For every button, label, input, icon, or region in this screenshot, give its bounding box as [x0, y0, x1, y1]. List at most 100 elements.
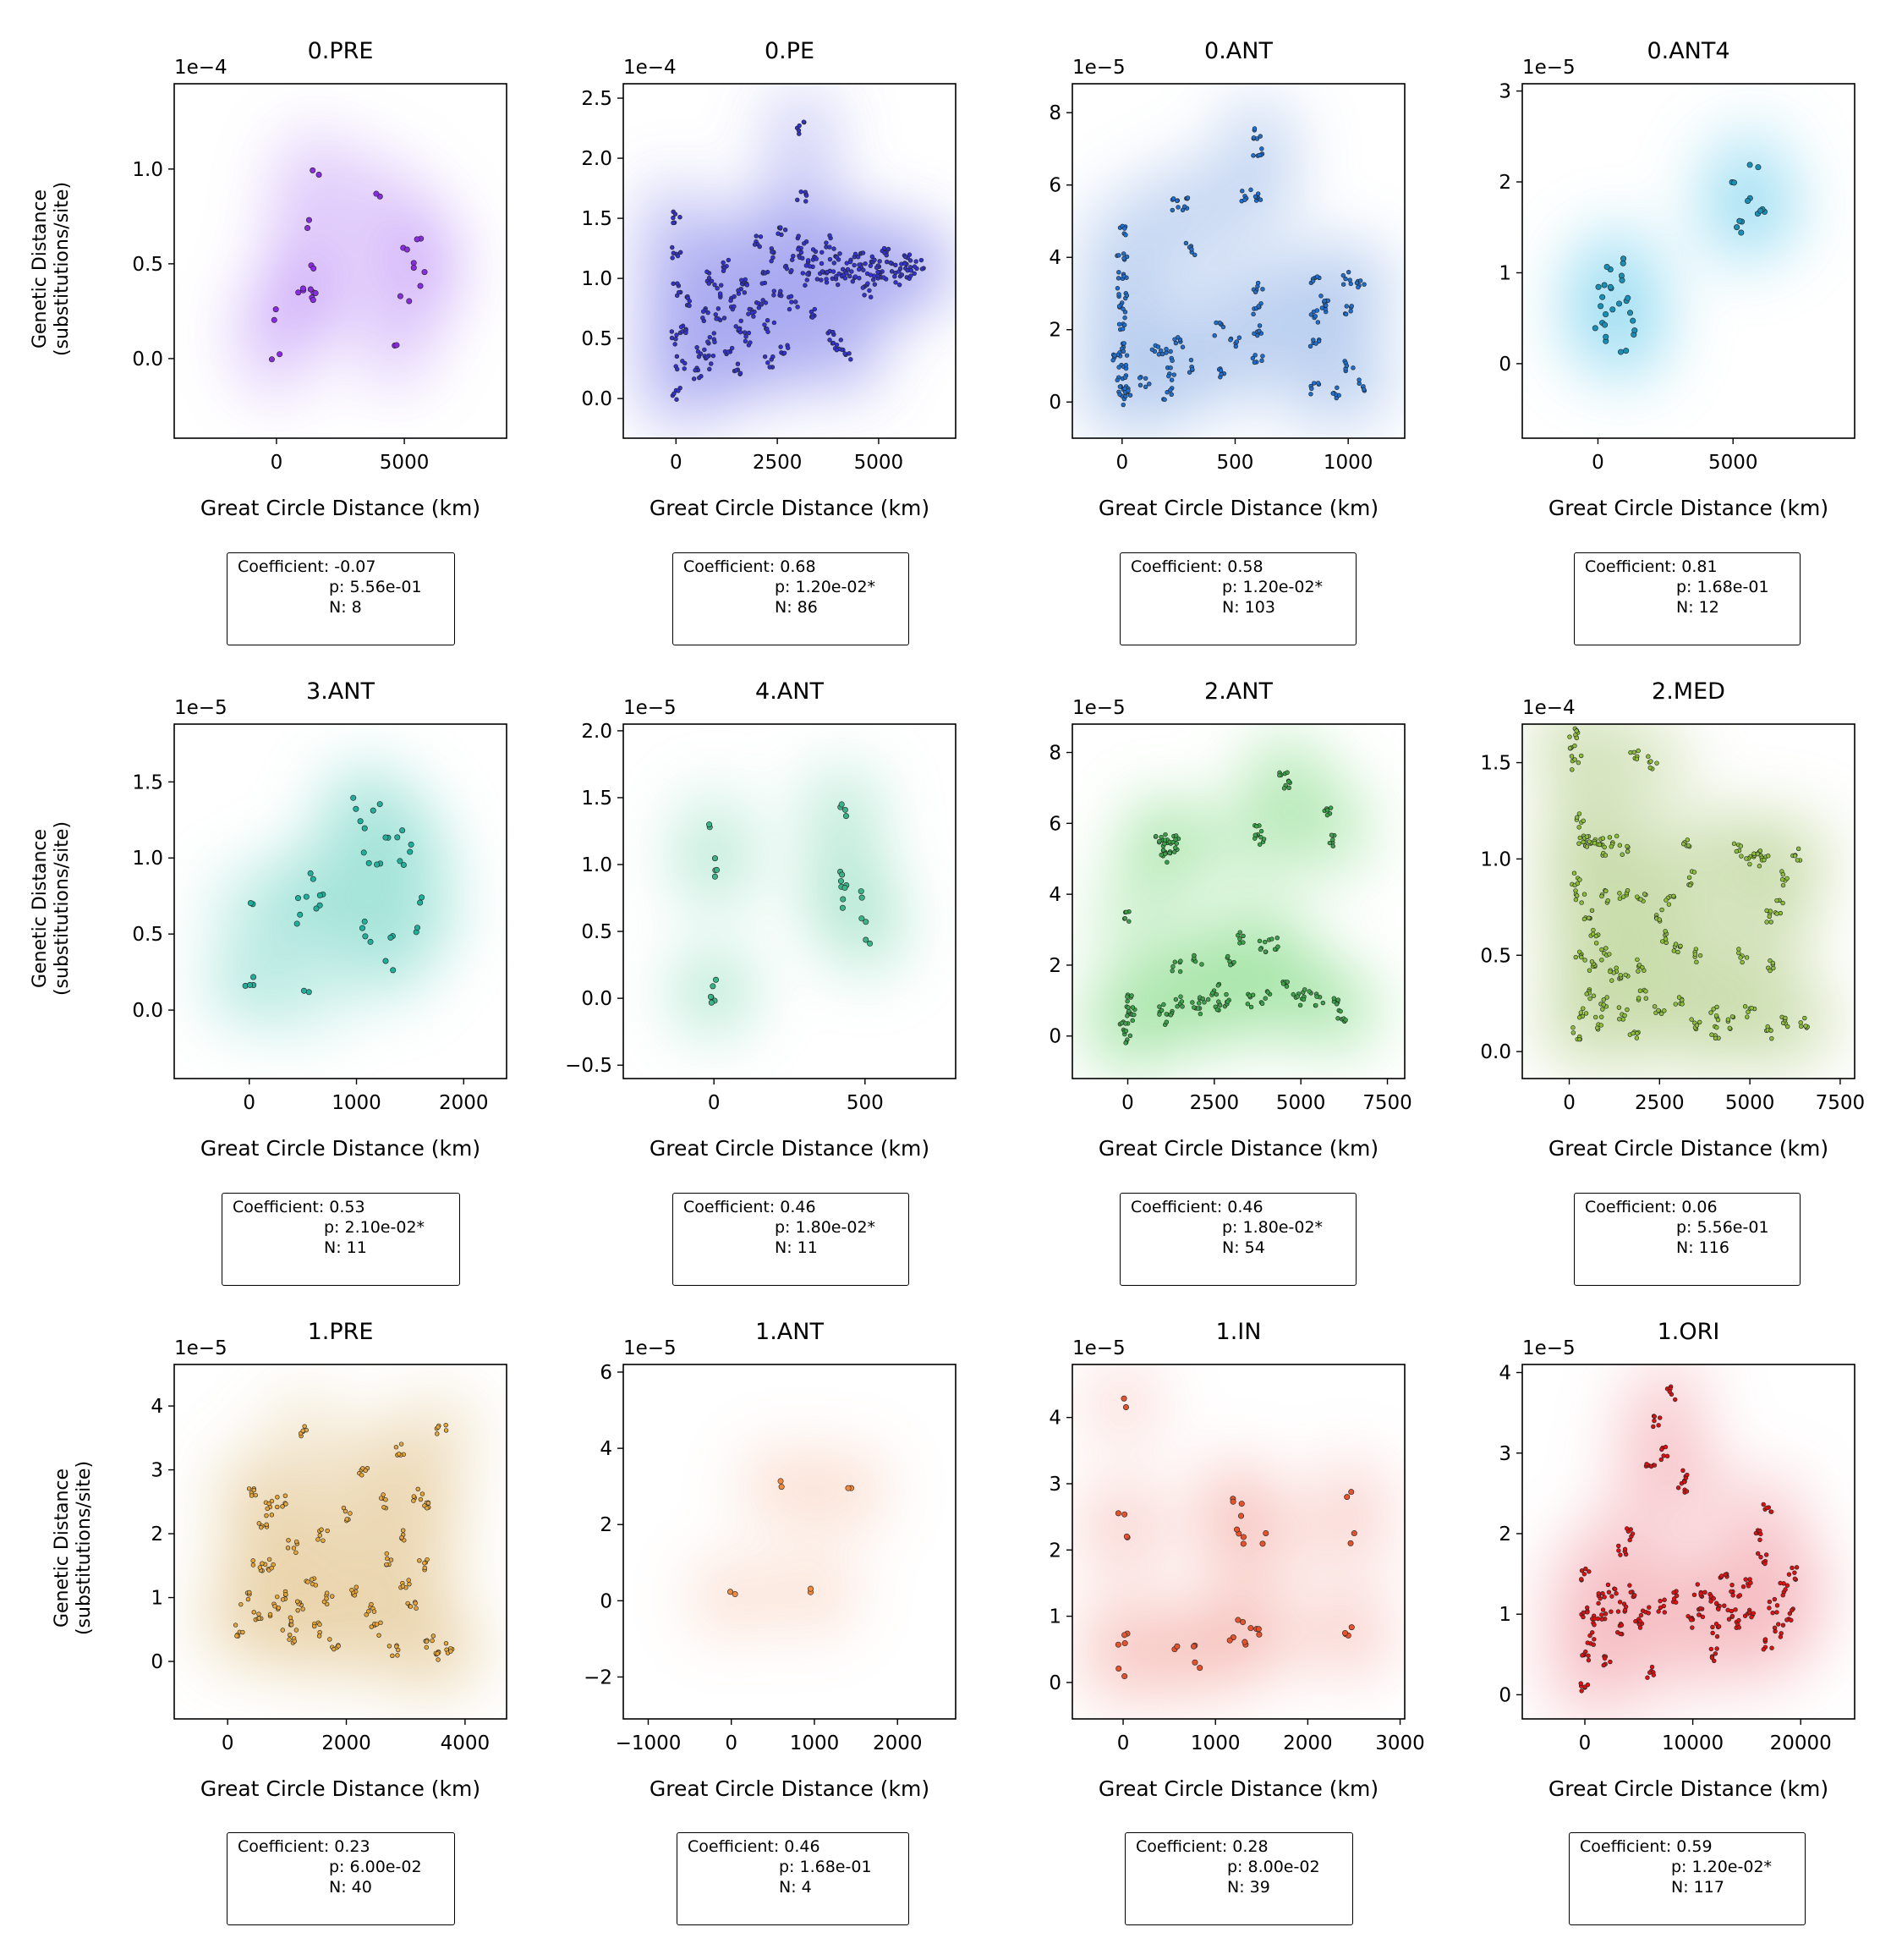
data-point	[1117, 392, 1122, 397]
data-point	[1746, 1009, 1751, 1014]
data-point	[700, 316, 705, 321]
data-point	[1178, 958, 1183, 964]
subplot-title: 2.ANT	[1204, 678, 1273, 705]
data-point	[1599, 893, 1604, 899]
data-point	[1225, 953, 1231, 959]
data-point	[1176, 205, 1181, 210]
data-point	[1116, 270, 1121, 275]
data-point	[305, 1579, 310, 1584]
subplot-title: 0.PE	[765, 38, 814, 64]
data-point	[1774, 898, 1779, 903]
data-point	[805, 272, 810, 277]
data-point	[1121, 349, 1126, 354]
x-tick-label: 5000	[380, 452, 430, 474]
stat-p: p: 2.10e-02*	[324, 1218, 425, 1237]
data-point	[796, 128, 802, 133]
data-point	[1675, 1485, 1681, 1491]
data-point	[1676, 995, 1682, 1000]
data-point	[1744, 955, 1750, 960]
x-tick-label: 0	[1117, 1732, 1130, 1754]
data-point	[250, 1562, 256, 1567]
data-point	[827, 338, 832, 343]
data-point	[913, 259, 918, 264]
stat-n: N: 40	[329, 1878, 372, 1897]
data-point	[1580, 1653, 1585, 1658]
x-axis-label: Great Circle Distance (km)	[200, 496, 480, 520]
subplot-5: 0 1000 2000 0.0 0.5 1.0 1.5 1e−5 3.ANT Great Circ…	[132, 678, 507, 1161]
data-point	[376, 801, 383, 808]
data-point	[1237, 936, 1242, 942]
data-point	[1674, 1593, 1680, 1599]
data-point	[708, 999, 715, 1006]
data-point	[1784, 876, 1790, 881]
data-point	[1348, 309, 1353, 314]
data-point	[430, 1633, 436, 1639]
data-point	[721, 316, 727, 321]
y-tick-label: 6	[1049, 813, 1061, 835]
data-point	[1736, 947, 1741, 952]
data-point	[848, 357, 853, 362]
data-point	[1351, 365, 1356, 371]
data-point	[847, 351, 852, 356]
stat-n: N: 11	[775, 1238, 818, 1257]
data-point	[819, 261, 825, 266]
data-point	[728, 298, 733, 303]
data-point	[1617, 1017, 1622, 1022]
data-point	[765, 329, 770, 334]
data-point	[778, 288, 783, 294]
data-point	[259, 1524, 264, 1530]
plot-frame	[1072, 83, 1406, 439]
data-point	[803, 283, 808, 288]
data-point	[1308, 392, 1313, 397]
data-point	[1631, 1030, 1636, 1036]
y-tick-label: 6	[1049, 175, 1061, 197]
data-point	[1658, 1011, 1664, 1017]
data-point	[1252, 353, 1258, 358]
y-tick-label: 1.0	[132, 848, 163, 870]
data-point	[325, 1528, 330, 1534]
data-point	[1757, 864, 1762, 869]
data-point	[1746, 1610, 1752, 1615]
data-point	[841, 885, 848, 892]
data-point	[782, 228, 788, 233]
data-point	[1749, 1614, 1754, 1620]
data-point	[256, 1611, 261, 1617]
data-point	[1173, 845, 1178, 850]
data-point	[715, 286, 720, 291]
data-point	[844, 261, 849, 266]
y-tick-label: 0.0	[132, 1000, 163, 1022]
data-point	[1255, 280, 1261, 286]
data-point	[307, 870, 314, 876]
data-point	[1636, 969, 1641, 974]
data-point	[1697, 1019, 1702, 1024]
data-point	[382, 834, 389, 841]
plot-frame	[1521, 83, 1855, 439]
data-point	[1716, 1606, 1721, 1611]
data-point	[1259, 1001, 1265, 1006]
ylabel-row3-line1: Genetic Distance	[52, 1469, 73, 1628]
data-point	[1635, 1030, 1640, 1036]
data-point	[324, 1596, 329, 1601]
data-point	[1188, 357, 1194, 363]
data-point	[1757, 207, 1764, 214]
data-point	[1758, 1554, 1763, 1560]
data-point	[743, 334, 748, 339]
stat-n: N: 86	[775, 598, 818, 617]
data-point	[1634, 1035, 1640, 1040]
data-point	[839, 871, 846, 878]
data-point	[1618, 1631, 1623, 1637]
data-point	[293, 1550, 299, 1556]
x-tick-label: 7500	[1362, 1092, 1412, 1114]
data-point	[1122, 375, 1128, 380]
data-point	[784, 266, 790, 272]
data-point	[1579, 1568, 1585, 1573]
data-point	[849, 269, 854, 274]
data-point	[742, 330, 748, 335]
data-point	[1747, 861, 1752, 867]
data-point	[1121, 1632, 1128, 1639]
data-point	[1149, 347, 1155, 352]
y-tick-label: 3	[1499, 81, 1511, 103]
data-point	[1121, 251, 1126, 256]
data-point	[276, 1605, 282, 1611]
data-point	[1662, 1597, 1667, 1602]
